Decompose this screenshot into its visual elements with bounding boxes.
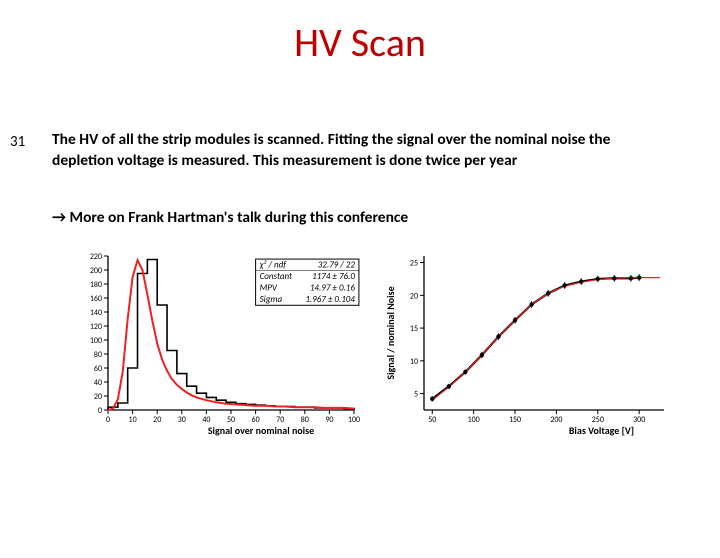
- svg-text:160: 160: [90, 294, 102, 304]
- svg-text:χ² / ndf: χ² / ndf: [259, 259, 288, 270]
- svg-text:0: 0: [106, 415, 110, 425]
- svg-text:100: 100: [468, 415, 480, 425]
- svg-text:220: 220: [90, 252, 102, 262]
- svg-text:Signal over nominal noise: Signal over nominal noise: [208, 424, 314, 437]
- right-chart: 50100150200250300510152025Bias Voltage […: [380, 248, 670, 443]
- svg-text:20: 20: [94, 392, 102, 402]
- svg-text:180: 180: [90, 280, 102, 290]
- slide-number: 31: [10, 133, 25, 151]
- svg-text:10: 10: [129, 415, 137, 425]
- svg-text:150: 150: [509, 415, 521, 425]
- svg-text:90: 90: [325, 415, 333, 425]
- svg-text:25: 25: [410, 259, 418, 269]
- svg-text:Constant: Constant: [260, 271, 293, 282]
- charts-container: 0102030405060708090100020406080100120140…: [70, 248, 670, 443]
- more-line: → More on Frank Hartman's talk during th…: [52, 208, 408, 227]
- svg-text:14.97 ± 0.16: 14.97 ± 0.16: [310, 282, 355, 293]
- svg-text:MPV: MPV: [260, 282, 278, 293]
- svg-text:Signal / nominal Noise: Signal / nominal Noise: [384, 286, 397, 379]
- svg-text:0: 0: [98, 406, 102, 416]
- svg-text:5: 5: [414, 390, 418, 400]
- svg-text:100: 100: [348, 415, 360, 425]
- svg-text:20: 20: [410, 291, 418, 301]
- body-paragraph: The HV of all the strip modules is scann…: [52, 130, 672, 172]
- svg-text:80: 80: [94, 350, 102, 360]
- slide-title: HV Scan: [0, 18, 720, 67]
- svg-text:Sigma: Sigma: [260, 294, 283, 305]
- svg-text:200: 200: [550, 415, 562, 425]
- svg-text:200: 200: [90, 266, 102, 276]
- svg-text:120: 120: [90, 322, 102, 332]
- svg-text:300: 300: [633, 415, 645, 425]
- svg-text:100: 100: [90, 336, 102, 346]
- svg-text:60: 60: [94, 364, 102, 374]
- svg-text:Bias Voltage [V]: Bias Voltage [V]: [569, 424, 634, 437]
- svg-text:10: 10: [410, 357, 418, 367]
- svg-text:50: 50: [428, 415, 436, 425]
- svg-text:30: 30: [178, 415, 186, 425]
- svg-text:140: 140: [90, 308, 102, 318]
- svg-text:1174 ± 76.0: 1174 ± 76.0: [312, 271, 355, 282]
- left-chart: 0102030405060708090100020406080100120140…: [70, 248, 360, 443]
- svg-text:1.967 ± 0.104: 1.967 ± 0.104: [305, 294, 355, 305]
- svg-text:40: 40: [94, 378, 102, 388]
- svg-text:15: 15: [410, 324, 418, 334]
- svg-text:20: 20: [153, 415, 161, 425]
- svg-text:32.79 / 22: 32.79 / 22: [318, 259, 356, 270]
